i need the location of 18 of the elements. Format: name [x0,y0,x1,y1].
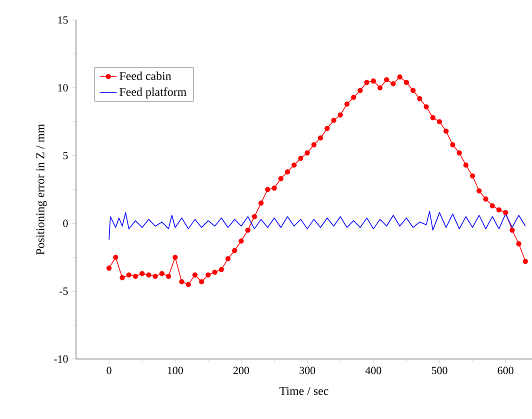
y-tick-label: 0 [63,220,68,228]
x-axis-title: Time / sec [280,386,328,396]
y-tick-label: -10 [54,355,68,363]
y-axis-title: Positioning error in Z / mm [36,124,47,255]
x-tick-label: 200 [233,366,250,374]
legend-label: Feed platform [120,87,186,98]
x-tick-label: 300 [300,366,316,374]
x-tick-label: 400 [365,366,382,374]
y-tick-label: -5 [60,288,68,295]
x-tick-label: 0 [106,366,112,374]
y-tick-label: 10 [58,84,68,92]
legend-label: Feed cabin [120,72,172,80]
y-tick-label: 5 [63,152,68,160]
y-tick-label: 15 [58,16,68,24]
x-tick-label: 100 [168,366,183,374]
line-series [108,210,526,240]
x-tick-label: 500 [432,366,448,374]
x-tick-label: 600 [498,366,514,374]
